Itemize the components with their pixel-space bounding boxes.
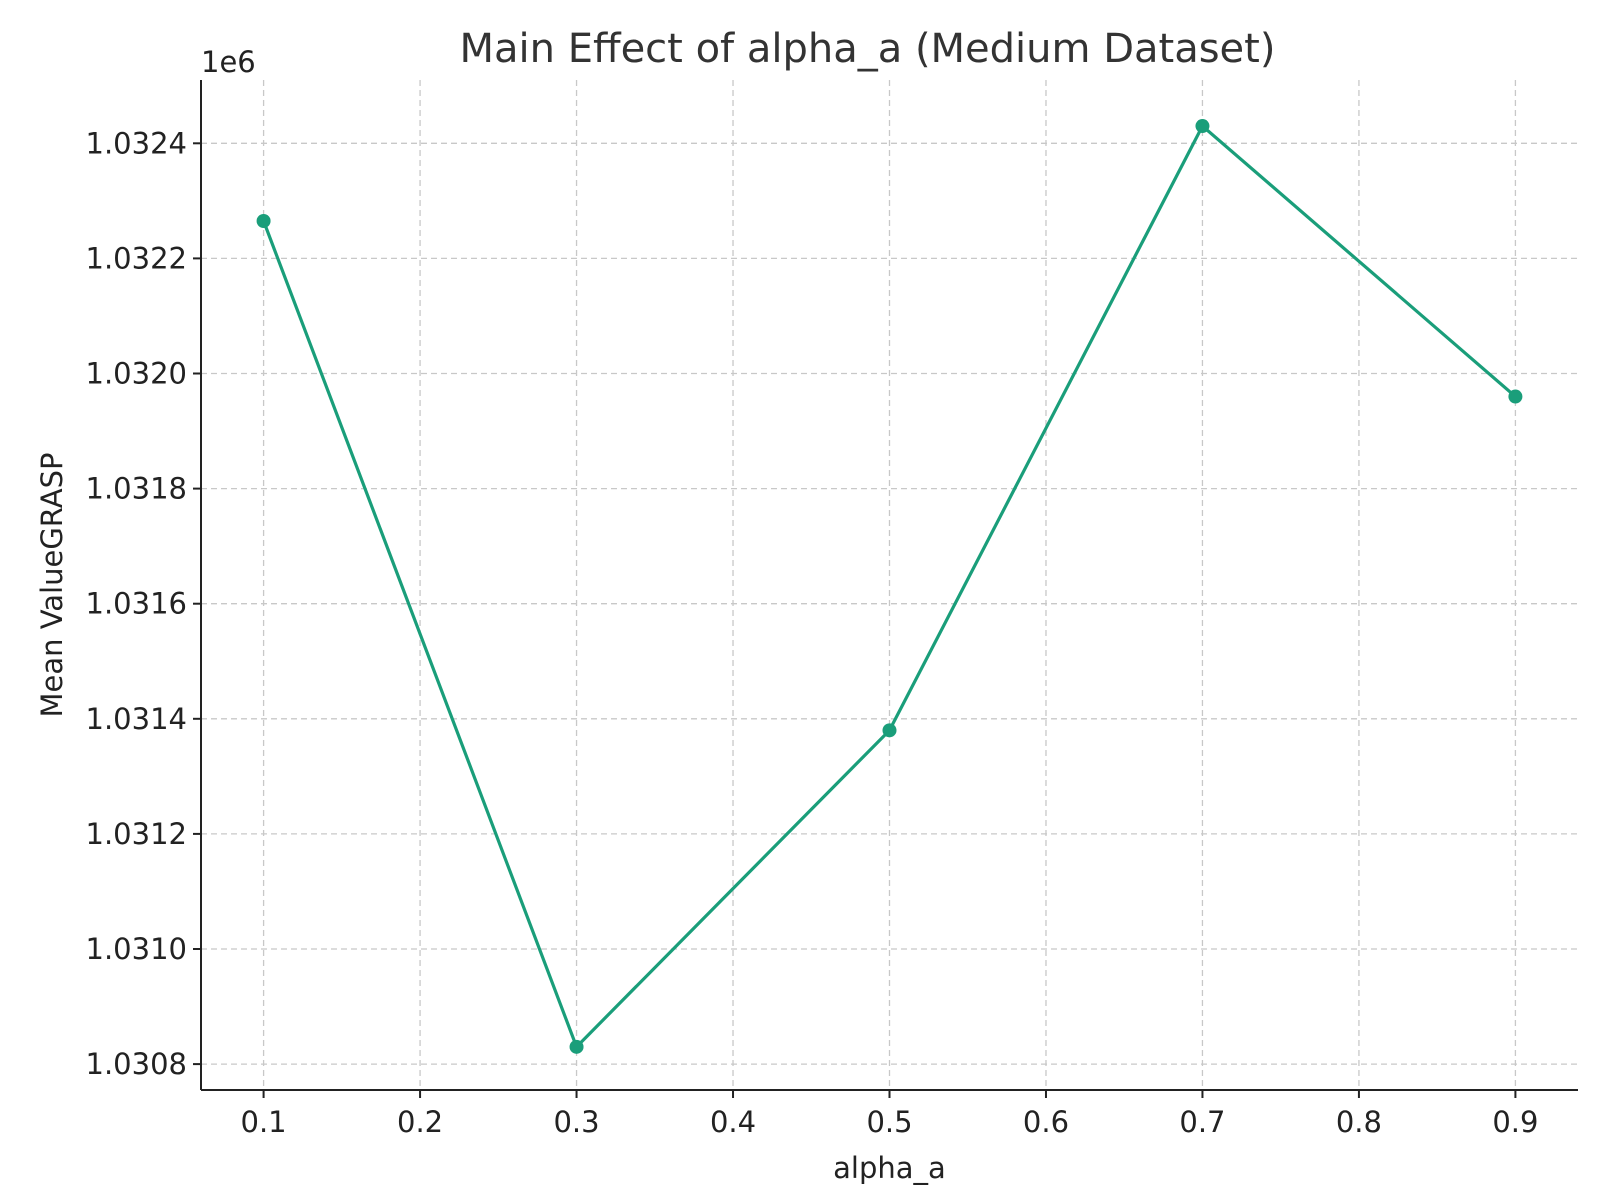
x-tick-label: 0.1 <box>241 1105 287 1139</box>
x-tick-label: 0.7 <box>1179 1105 1225 1139</box>
data-point <box>569 1039 584 1054</box>
y-tick-label: 1.0308 <box>86 1047 187 1081</box>
chart-title: Main Effect of alpha_a (Medium Dataset) <box>460 26 1276 72</box>
data-point <box>256 213 271 228</box>
y-tick-label: 1.0320 <box>86 357 187 391</box>
y-tick-label: 1.0322 <box>86 241 187 275</box>
x-tick-label: 0.8 <box>1336 1105 1382 1139</box>
tick-marks <box>193 142 1517 1098</box>
x-tick-label: 0.2 <box>397 1105 443 1139</box>
y-tick-label: 1.0324 <box>86 126 187 160</box>
y-axis-offset-label: 1e6 <box>201 45 256 79</box>
grid <box>201 80 1578 1090</box>
y-tick-label: 1.0314 <box>86 702 187 736</box>
data-point <box>882 723 897 738</box>
x-axis-label: alpha_a <box>833 1151 946 1185</box>
y-tick-label: 1.0312 <box>86 817 187 851</box>
y-tick-label: 1.0316 <box>86 587 187 621</box>
x-tick-label: 0.3 <box>553 1105 599 1139</box>
y-axis-label: Mean ValueGRASP <box>35 452 69 717</box>
data-point <box>1508 389 1523 404</box>
data-point <box>1195 119 1210 134</box>
x-tick-label: 0.6 <box>1023 1105 1069 1139</box>
tick-labels: 0.1 0.2 0.3 0.4 0.5 0.6 0.7 0.8 0.9 1.0308 1.0310 1… <box>86 126 1539 1139</box>
series <box>256 119 1523 1054</box>
x-tick-label: 0.4 <box>710 1105 756 1139</box>
x-tick-label: 0.9 <box>1492 1105 1538 1139</box>
y-tick-label: 1.0310 <box>86 932 187 966</box>
y-tick-label: 1.0318 <box>86 472 187 506</box>
x-tick-label: 0.5 <box>866 1105 912 1139</box>
